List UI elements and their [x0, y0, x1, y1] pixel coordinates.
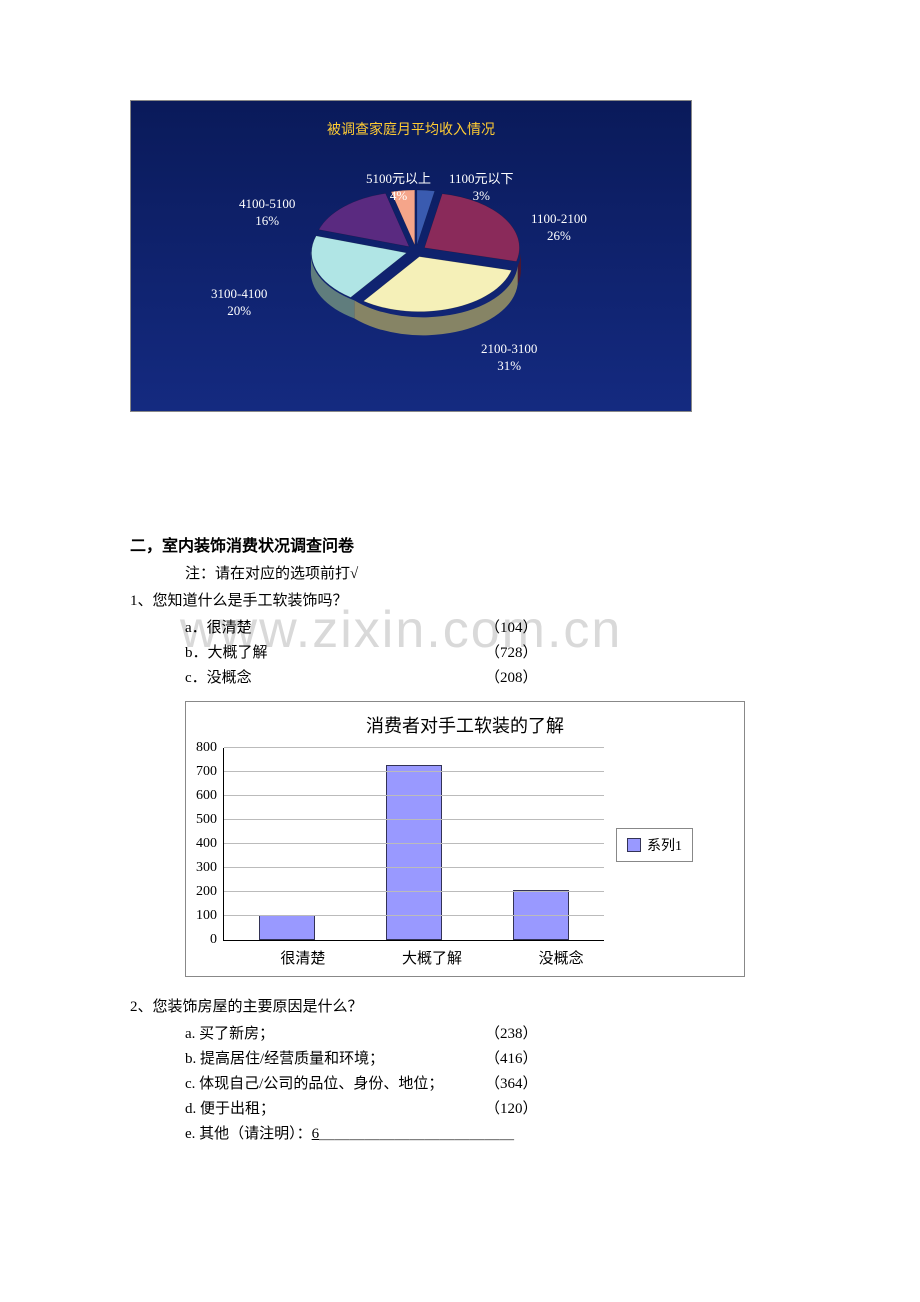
bar-chart-legend: 系列1 — [616, 828, 693, 862]
bar-gridline — [224, 843, 604, 844]
bar-xtick: 很清楚 — [280, 947, 325, 968]
pie-slice-name: 1100-2100 — [531, 211, 587, 228]
q2-option: a. 买了新房；（238） — [185, 1022, 790, 1043]
q1-option-count: （208） — [485, 666, 538, 687]
bar-chart-xaxis: 很清楚 大概了解 没概念 — [242, 941, 622, 968]
q1-option-label: c．没概念 — [185, 666, 485, 687]
bar-gridline — [224, 819, 604, 820]
pie-slice-percent: 26% — [531, 228, 587, 245]
legend-label: 系列1 — [647, 835, 682, 855]
pie-slice-percent: 16% — [239, 213, 295, 230]
q1-option: b．大概了解（728） — [185, 641, 790, 662]
pie-slice-percent: 20% — [211, 303, 267, 320]
q2-option-label: c. 体现自己/公司的品位、身份、地位； — [185, 1072, 485, 1093]
bar-gridline — [224, 771, 604, 772]
q2-option-count: （238） — [485, 1022, 538, 1043]
bar-gridline — [224, 747, 604, 748]
q1-text: 1、您知道什么是手工软装饰吗？ — [130, 589, 790, 610]
bar-chart-plot — [223, 748, 604, 941]
bar-xtick: 大概了解 — [402, 947, 462, 968]
pie-slice-name: 2100-3100 — [481, 341, 537, 358]
q2-option-count: （120） — [485, 1097, 538, 1118]
pie-chart-panel: 被调查家庭月平均收入情况 1100元以下3% 1100-210026% 2100-3… — [130, 100, 692, 412]
q2-option: d. 便于出租；（120） — [185, 1097, 790, 1118]
bar-gridline — [224, 891, 604, 892]
bar-gridline — [224, 915, 604, 916]
bar — [259, 915, 315, 940]
pie-slice-name: 4100-5100 — [239, 196, 295, 213]
q1-option: c．没概念（208） — [185, 666, 790, 687]
pie-slice-label: 5100元以上4% — [366, 171, 431, 205]
section-heading: 二，室内装饰消费状况调查问卷 — [130, 532, 790, 556]
pie-slice-label: 3100-410020% — [211, 286, 267, 320]
pie-slice-name: 1100元以下 — [449, 171, 514, 188]
q2-text: 2、您装饰房屋的主要原因是什么？ — [130, 995, 790, 1016]
q2-option-count: （364） — [485, 1072, 538, 1093]
bar-gridline — [224, 795, 604, 796]
pie-chart-title: 被调查家庭月平均收入情况 — [131, 119, 691, 139]
legend-swatch — [627, 838, 641, 852]
q1-option-count: （104） — [485, 616, 538, 637]
bar — [386, 765, 442, 940]
bar-chart-title: 消费者对手工软装的了解 — [196, 712, 734, 738]
bar-xtick: 没概念 — [539, 947, 584, 968]
pie-slice-label: 1100-210026% — [531, 211, 587, 245]
section-note: 注：请在对应的选项前打√ — [185, 562, 790, 583]
pie-slice-percent: 3% — [449, 188, 514, 205]
pie-slice-percent: 4% — [366, 188, 431, 205]
q1-option-label: a．很清楚 — [185, 616, 485, 637]
bar-gridline — [224, 867, 604, 868]
pie-slice-label: 4100-510016% — [239, 196, 295, 230]
bar-chart-panel: 消费者对手工软装的了解 0100200300400500600700800 系列… — [185, 701, 745, 977]
pie-slice-label: 2100-310031% — [481, 341, 537, 375]
q2-other-line: e. 其他（请注明）：6＿＿＿＿＿＿＿＿＿＿＿＿＿ — [185, 1122, 790, 1143]
q2-option-label: a. 买了新房； — [185, 1022, 485, 1043]
pie-slice-name: 5100元以上 — [366, 171, 431, 188]
q1-option-label: b．大概了解 — [185, 641, 485, 662]
q2-option-label: d. 便于出租； — [185, 1097, 485, 1118]
pie-slice-percent: 31% — [481, 358, 537, 375]
pie-slice-name: 3100-4100 — [211, 286, 267, 303]
q1-option: a．很清楚（104） — [185, 616, 790, 637]
q2-option: b. 提高居住/经营质量和环境；（416） — [185, 1047, 790, 1068]
q1-option-count: （728） — [485, 641, 538, 662]
bar-chart-yaxis: 0100200300400500600700800 — [196, 748, 223, 940]
q2-other-prefix: e. 其他（请注明）： — [185, 1126, 312, 1142]
q2-option-count: （416） — [485, 1047, 538, 1068]
pie-chart-svg — [301, 181, 531, 351]
q2-option: c. 体现自己/公司的品位、身份、地位；（364） — [185, 1072, 790, 1093]
pie-slice-label: 1100元以下3% — [449, 171, 514, 205]
q2-other-blank: ＿＿＿＿＿＿＿＿＿＿＿＿＿ — [319, 1126, 514, 1142]
q2-option-label: b. 提高居住/经营质量和环境； — [185, 1047, 485, 1068]
